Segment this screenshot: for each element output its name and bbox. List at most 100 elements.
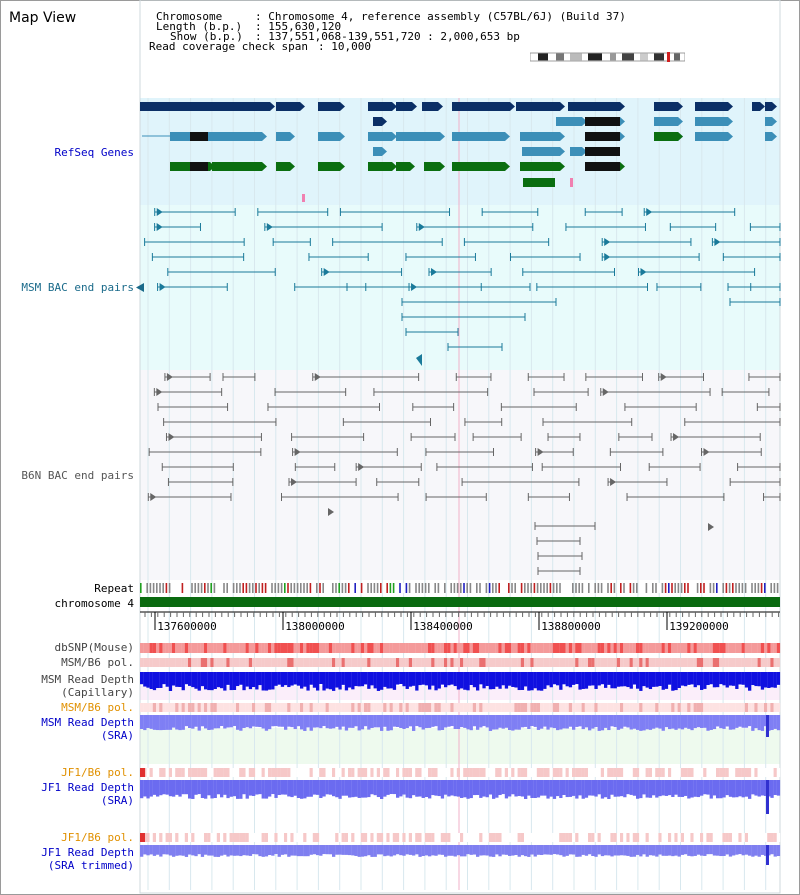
repeat-element (236, 583, 238, 593)
heat-cell (146, 833, 150, 842)
heat-cell (284, 643, 288, 653)
heat-cell (456, 833, 461, 842)
gene-feature (422, 102, 438, 111)
heat-cell (600, 768, 605, 777)
track-label-msm-read-depth-sra[interactable]: MSM Read Depth (41, 716, 134, 729)
track-label-dbsnp[interactable]: dbSNP(Mouse) (54, 641, 134, 654)
repeat-element (274, 583, 276, 593)
heat-cell (581, 643, 585, 653)
heat-cell (428, 833, 432, 842)
depth-bar (405, 780, 409, 798)
heat-cell (229, 833, 233, 842)
heat-cell (645, 643, 649, 653)
depth-bar (770, 780, 774, 798)
heat-cell (191, 658, 195, 667)
gene-arrow (382, 117, 387, 126)
heat-cell (581, 658, 585, 667)
depth-bar (552, 780, 557, 799)
heat-cell (597, 833, 601, 842)
depth-bar (671, 845, 675, 857)
heat-cell (613, 833, 617, 842)
depth-bar (488, 845, 493, 857)
heat-cell (460, 643, 464, 653)
track-label-msm-b6-pol[interactable]: MSM/B6 pol. (61, 656, 134, 669)
heat-cell (584, 658, 589, 667)
heat-cell (453, 643, 457, 653)
gene-arrow (392, 162, 397, 171)
depth-bar (415, 780, 419, 797)
depth-bar (725, 672, 729, 688)
heat-cell (181, 703, 185, 712)
heat-cell (258, 703, 262, 712)
depth-bar (495, 780, 499, 798)
heat-cell (712, 643, 717, 653)
heat-cell (732, 703, 736, 712)
heat-cell (242, 703, 246, 712)
heat-cell (693, 643, 697, 653)
depth-bar (172, 780, 176, 797)
track-label-msm-b6-pol-2[interactable]: MSM/B6 pol. (61, 701, 134, 714)
depth-bar (181, 672, 185, 691)
depth-bar (764, 715, 768, 727)
heat-cell (191, 643, 195, 653)
heat-cell (271, 658, 275, 667)
heat-cell (629, 643, 633, 653)
depth-bar (360, 715, 365, 730)
depth-bar (764, 780, 768, 796)
heat-cell (712, 703, 717, 712)
heat-cell (530, 768, 534, 777)
track-label-jf1-b6-pol-2[interactable]: JF1/B6 pol. (61, 831, 134, 844)
track-label-jf1-read-depth-trimmed[interactable]: JF1 Read Depth (41, 846, 134, 859)
heat-cell (418, 703, 422, 712)
heat-cell (351, 703, 355, 712)
axis-tick-label: 137600000 (157, 620, 217, 633)
depth-bar (690, 845, 694, 857)
collapse-arrow-icon[interactable] (136, 283, 144, 292)
depth-bar (533, 715, 537, 727)
depth-bar (716, 715, 720, 727)
heat-cell (424, 833, 429, 842)
track-label-msm-read-depth-capillary[interactable]: MSM Read Depth (41, 673, 134, 686)
track-label-repeat[interactable]: Repeat (94, 582, 134, 595)
heat-cell (431, 703, 435, 712)
repeat-element (456, 583, 459, 593)
depth-bar (652, 780, 656, 796)
heat-cell (626, 658, 630, 667)
track-label-jf1-read-depth-sra[interactable]: JF1 Read Depth (41, 781, 134, 794)
heat-cell (482, 703, 486, 712)
heat-cell (408, 658, 413, 667)
heat-cell (591, 833, 595, 842)
track-label-msm-bac-end-pairs[interactable]: MSM BAC end pairs (21, 281, 134, 294)
heat-cell (376, 643, 381, 653)
depth-bar (338, 780, 342, 799)
heat-cell (300, 703, 304, 712)
depth-bar (588, 672, 592, 686)
heat-cell (536, 833, 541, 842)
gene-arrow (560, 162, 565, 171)
heat-cell (690, 658, 694, 667)
chromosome-ideogram[interactable] (530, 52, 685, 62)
heat-cell (492, 833, 496, 842)
heat-cell (200, 833, 205, 842)
depth-bar (348, 845, 352, 856)
depth-bar (437, 780, 441, 797)
depth-bar (453, 845, 457, 857)
heat-cell (527, 833, 531, 842)
heat-cell (738, 703, 742, 712)
repeat-element (405, 583, 408, 593)
depth-bar (306, 715, 310, 728)
depth-bar (309, 672, 313, 685)
track-label-refseq-genes[interactable]: RefSeq Genes (54, 146, 134, 159)
heat-cell (687, 833, 691, 842)
heat-cell (239, 703, 243, 712)
heat-cell (319, 768, 323, 777)
depth-bar (389, 715, 393, 731)
repeat-element (709, 583, 712, 593)
depth-bar (498, 780, 502, 796)
heat-cell (434, 768, 438, 777)
gene-feature (695, 117, 728, 126)
heat-cell (495, 833, 499, 842)
track-label-b6n-bac-end-pairs[interactable]: B6N BAC end pairs (21, 469, 134, 482)
track-label-jf1-b6-pol[interactable]: JF1/B6 pol. (61, 766, 134, 779)
repeat-element (696, 583, 699, 593)
